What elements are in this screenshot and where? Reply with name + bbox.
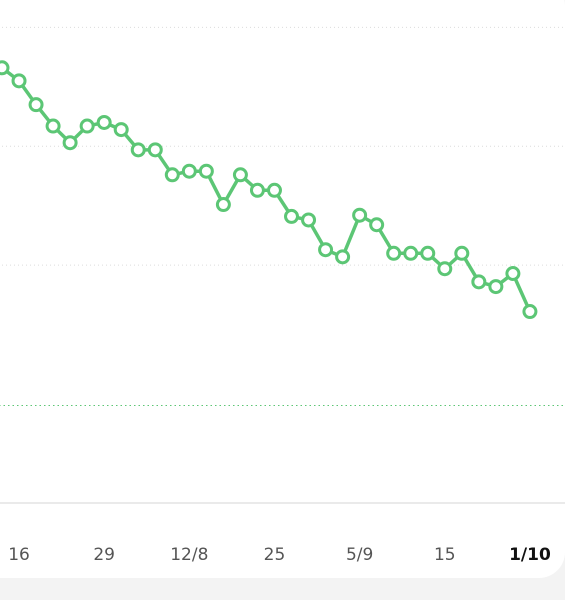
x-tick-label: 1/10 <box>509 545 551 565</box>
data-point <box>96 114 112 130</box>
data-point <box>301 212 317 228</box>
data-point <box>386 245 402 261</box>
data-point <box>266 182 282 198</box>
data-point <box>522 304 538 320</box>
x-tick-label: 12/8 <box>170 545 208 565</box>
data-point <box>147 142 163 158</box>
data-point <box>11 73 27 89</box>
data-point <box>488 279 504 295</box>
x-tick-label: 29 <box>93 545 115 565</box>
data-point <box>284 208 300 224</box>
data-point <box>369 217 385 233</box>
data-point <box>249 182 265 198</box>
x-tick-label: 5/9 <box>346 545 373 565</box>
data-point <box>45 118 61 134</box>
x-tick-label: 16 <box>8 545 30 565</box>
data-point <box>0 60 10 76</box>
data-point <box>454 245 470 261</box>
data-point <box>164 167 180 183</box>
data-point <box>420 245 436 261</box>
x-tick-label: 25 <box>264 545 286 565</box>
data-point <box>181 163 197 179</box>
data-point <box>335 249 351 265</box>
x-tick-label: 15 <box>434 545 456 565</box>
data-point <box>232 167 248 183</box>
data-point <box>113 122 129 138</box>
data-point <box>79 118 95 134</box>
data-point <box>62 135 78 151</box>
data-point <box>198 163 214 179</box>
data-point <box>130 142 146 158</box>
data-point <box>318 242 334 258</box>
data-point <box>471 274 487 290</box>
data-point <box>403 245 419 261</box>
data-point <box>352 207 368 223</box>
data-point <box>215 197 231 213</box>
data-point <box>28 97 44 113</box>
data-point <box>437 261 453 277</box>
data-point <box>505 265 521 281</box>
